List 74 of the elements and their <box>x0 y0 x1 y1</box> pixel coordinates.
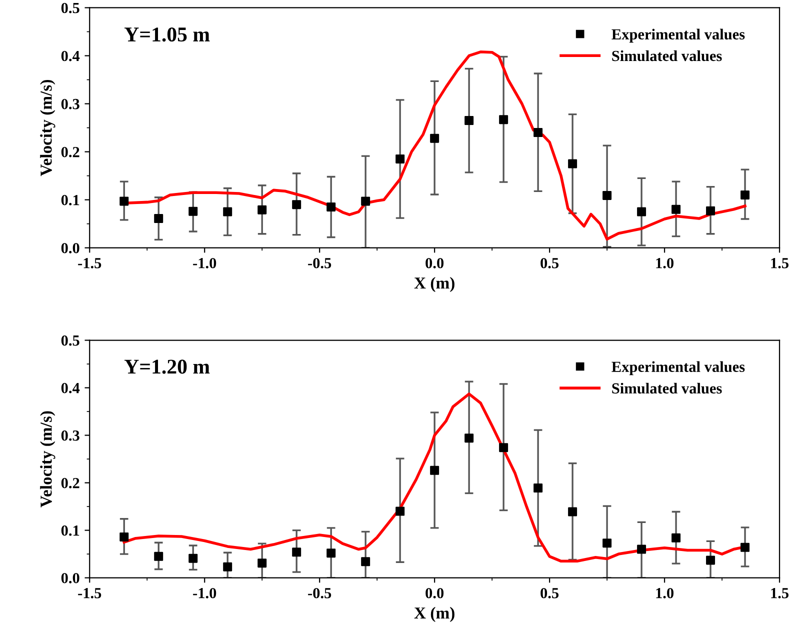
point <box>292 200 302 210</box>
x-tick-label: 0.5 <box>540 588 559 598</box>
point <box>568 159 578 168</box>
x-tick-label: 1.5 <box>771 588 789 598</box>
point <box>534 484 543 493</box>
annotation: Y=1.05 m <box>124 27 210 42</box>
point <box>292 548 302 557</box>
y-axis-title: Velocity (m/s) <box>40 411 56 508</box>
legend-label: Experimental values <box>612 28 745 43</box>
point <box>706 556 716 565</box>
point <box>361 557 370 566</box>
y-tick-label: 0.2 <box>61 478 80 488</box>
y-tick-label: 0.0 <box>61 242 80 254</box>
y-tick-label: 0.4 <box>61 382 80 394</box>
y-tick-label: 0.3 <box>61 430 80 441</box>
point <box>154 214 164 224</box>
y-axis-title: Velocity (m/s) <box>40 80 56 176</box>
point <box>154 552 164 561</box>
point <box>396 154 405 164</box>
legend-label: Simulated values <box>612 50 722 62</box>
point <box>672 204 681 214</box>
point <box>120 532 129 542</box>
x-tick-label: -1.0 <box>193 588 216 598</box>
point <box>464 116 474 126</box>
point <box>637 207 646 216</box>
x-tick-label: 1.5 <box>771 258 789 268</box>
point <box>534 128 543 138</box>
x-tick-label: -0.5 <box>308 588 332 598</box>
point <box>672 533 681 542</box>
x-tick-label: 0.0 <box>426 588 444 598</box>
x-tick-label: -1.5 <box>78 258 102 268</box>
y-tick-label: 0.3 <box>61 98 80 110</box>
legend-label: Experimental values <box>612 361 745 376</box>
point <box>499 115 508 124</box>
y-tick-label: 0.1 <box>61 194 80 206</box>
y-tick-label: 0.0 <box>61 572 80 584</box>
y-tick-label: 0.2 <box>61 146 80 158</box>
point <box>740 190 750 200</box>
x-tick-label: 0.0 <box>426 258 444 268</box>
point <box>258 205 267 214</box>
point <box>637 544 646 554</box>
point <box>740 542 750 552</box>
point <box>464 434 474 443</box>
point <box>223 562 232 572</box>
x-axis-title: X (m) <box>414 606 454 622</box>
x-tick-label: 1.0 <box>656 588 674 598</box>
point <box>499 443 508 452</box>
point <box>188 206 198 216</box>
point <box>188 554 198 563</box>
point <box>361 196 370 206</box>
x-tick-label: 0.5 <box>540 258 559 268</box>
x-tick-label: -1.5 <box>78 588 102 598</box>
legend-label: Simulated values <box>612 382 722 394</box>
x-axis-title: X (m) <box>414 276 454 292</box>
point <box>396 506 405 516</box>
point <box>430 466 440 475</box>
x-tick-label: -0.5 <box>308 258 332 268</box>
point <box>258 558 267 568</box>
y-tick-label: 0.1 <box>61 525 80 536</box>
point <box>430 134 440 143</box>
point <box>326 548 336 558</box>
x-tick-label: 1.0 <box>656 258 674 268</box>
point <box>602 538 612 548</box>
point <box>602 190 612 200</box>
point <box>706 206 716 216</box>
y-tick-label: 0.5 <box>61 2 80 14</box>
annotation: Y=1.20 m <box>124 360 210 374</box>
point <box>568 507 578 516</box>
x-tick-label: -1.0 <box>193 258 216 268</box>
y-tick-label: 0.5 <box>61 335 80 346</box>
point <box>223 207 232 216</box>
y-tick-label: 0.4 <box>61 50 80 62</box>
point <box>326 202 336 212</box>
point <box>120 196 129 206</box>
